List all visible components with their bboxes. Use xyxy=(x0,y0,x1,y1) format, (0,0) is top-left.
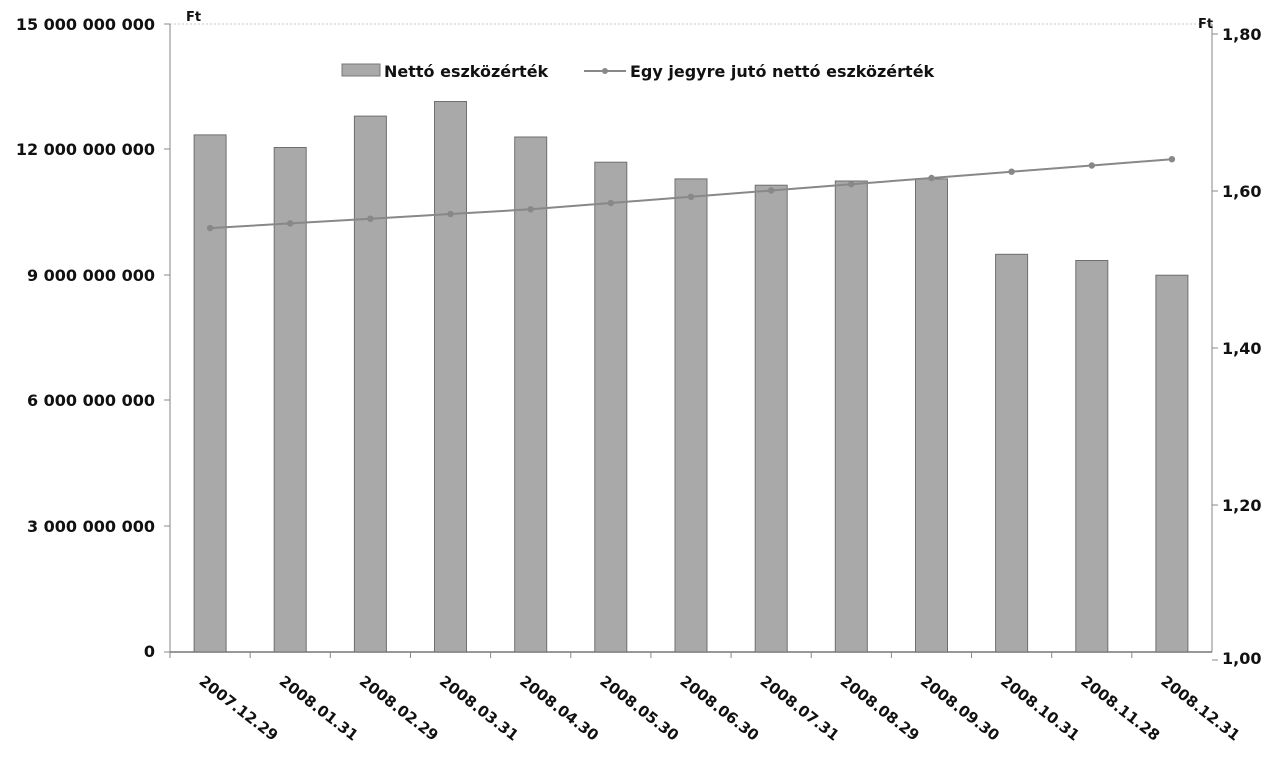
bar xyxy=(514,136,548,653)
bar xyxy=(674,178,708,653)
left-tick-label: 6 000 000 000 xyxy=(27,391,155,410)
bar xyxy=(273,147,307,653)
left-axis-ticks: 15 000 000 000 12 000 000 000 9 000 000 … xyxy=(16,15,155,661)
bar xyxy=(594,161,628,653)
bar xyxy=(1155,274,1189,653)
legend-bar-label: Nettó eszközérték xyxy=(384,62,549,81)
right-tick-label: 1,20 xyxy=(1222,496,1261,515)
right-tick-label: 1,80 xyxy=(1222,25,1261,44)
x-tick-label: 2008.10.31 xyxy=(997,672,1083,745)
line-point xyxy=(206,224,214,232)
line-point xyxy=(848,181,855,188)
bar xyxy=(193,134,227,653)
bar xyxy=(353,115,387,653)
line-point xyxy=(607,199,614,207)
x-axis-labels: 2007.12.292008.01.312008.02.292008.03.31… xyxy=(169,652,1243,745)
right-tick-label: 1,00 xyxy=(1222,649,1261,668)
legend-line-marker xyxy=(602,68,608,74)
x-tick-label: 2008.08.29 xyxy=(837,672,923,745)
right-tick-marks xyxy=(1212,33,1218,661)
line-point xyxy=(687,193,695,200)
left-tick-label: 12 000 000 000 xyxy=(16,140,155,159)
x-tick-label: 2008.01.31 xyxy=(276,672,362,745)
line-point xyxy=(447,210,454,218)
left-tick-label: 3 000 000 000 xyxy=(27,517,155,536)
line-point xyxy=(1168,156,1176,163)
bar xyxy=(995,253,1029,653)
line-point xyxy=(287,220,294,227)
x-tick-label: 2008.05.30 xyxy=(596,672,682,745)
x-tick-label: 2008.06.30 xyxy=(677,672,763,745)
right-axis-ticks: 1,80 1,60 1,40 1,20 1,00 xyxy=(1222,25,1261,668)
right-axis-unit: Ft xyxy=(1198,17,1213,32)
bar xyxy=(434,101,467,653)
left-axis-unit: Ft xyxy=(186,10,201,25)
line-point xyxy=(928,174,935,182)
line-group xyxy=(206,156,1176,232)
x-tick-label: 2008.03.31 xyxy=(436,672,522,745)
legend-line-label: Egy jegyre jutó nettó eszközérték xyxy=(630,62,935,81)
bar xyxy=(754,184,788,653)
x-tick-label: 2008.04.30 xyxy=(516,672,602,745)
line-point xyxy=(1088,162,1096,169)
x-tick-label: 2008.12.31 xyxy=(1157,672,1243,745)
x-tick-label: 2008.02.29 xyxy=(356,672,442,745)
x-tick-label: 2008.11.28 xyxy=(1077,672,1163,745)
x-tick-label: 2008.07.31 xyxy=(757,672,843,745)
line-point xyxy=(367,215,374,222)
right-tick-label: 1,60 xyxy=(1222,182,1261,201)
bar xyxy=(834,180,868,653)
left-tick-label: 9 000 000 000 xyxy=(27,266,155,285)
left-tick-label: 0 xyxy=(144,642,155,661)
bar xyxy=(915,178,948,653)
left-tick-label: 15 000 000 000 xyxy=(16,15,155,34)
bars-group xyxy=(193,101,1189,653)
right-tick-label: 1,40 xyxy=(1222,339,1261,358)
line-point xyxy=(527,206,534,213)
legend-bar-swatch xyxy=(341,63,381,77)
line-point xyxy=(768,187,775,194)
x-tick-label: 2007.12.29 xyxy=(196,672,282,745)
x-tick-label: 2008.09.30 xyxy=(917,672,1003,745)
left-tick-marks xyxy=(164,23,170,653)
line-point xyxy=(1008,168,1015,175)
bar xyxy=(1075,260,1109,653)
legend: Nettó eszközérték Egy jegyre jutó nettó … xyxy=(341,62,935,81)
